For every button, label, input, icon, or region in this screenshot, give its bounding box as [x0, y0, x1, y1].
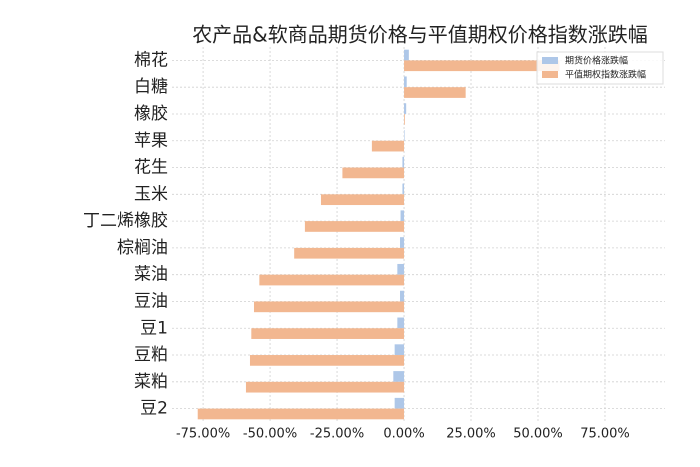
x-tick-label: -75.00% — [176, 427, 230, 442]
bar — [320, 194, 405, 206]
bar — [404, 130, 405, 141]
bar — [400, 237, 405, 248]
bar — [393, 371, 405, 382]
y-tick-label: 白糖 — [134, 77, 168, 97]
y-tick-label: 菜粕 — [134, 372, 168, 392]
bar — [404, 76, 407, 88]
y-tick-label: 玉米 — [134, 184, 168, 204]
bar — [402, 156, 405, 168]
y-tick-label: 花生 — [134, 158, 168, 178]
bar — [342, 167, 405, 179]
legend-label: 期货价格涨跌幅 — [565, 55, 628, 67]
bar — [404, 113, 405, 125]
bar — [404, 49, 409, 61]
bar — [253, 301, 405, 313]
y-tick-label: 豆油 — [134, 291, 168, 311]
x-tick-label: -25.00% — [310, 427, 364, 442]
y-tick-label: 丁二烯橡胶 — [83, 211, 168, 231]
bar — [371, 140, 405, 152]
y-tick-label: 豆1 — [140, 318, 168, 338]
y-tick-label: 苹果 — [134, 131, 168, 151]
bar — [197, 408, 405, 420]
bar — [397, 317, 405, 329]
bar — [259, 274, 405, 286]
y-tick-label: 棕榈油 — [117, 238, 168, 258]
legend-swatch — [542, 57, 558, 64]
bar — [394, 397, 405, 409]
bar — [397, 263, 405, 275]
x-tick-label: 75.00% — [580, 427, 630, 442]
bar — [400, 210, 405, 222]
bar — [394, 344, 405, 356]
x-tick-label: -50.00% — [243, 427, 297, 442]
y-tick-label: 豆粕 — [134, 345, 168, 365]
x-tick-label: 50.00% — [513, 427, 563, 442]
y-tick-label: 橡胶 — [134, 104, 168, 124]
bar — [400, 290, 405, 302]
bar — [304, 221, 405, 232]
bar — [402, 183, 405, 195]
bar — [245, 381, 405, 393]
bar — [404, 87, 466, 98]
y-tick-label: 豆2 — [140, 399, 168, 419]
x-tick-label: 25.00% — [446, 427, 496, 442]
y-tick-label: 菜油 — [134, 265, 168, 285]
x-tick-label: 0.00% — [383, 427, 424, 442]
y-tick-label: 棉花 — [134, 50, 168, 70]
legend-label: 平值期权指数涨跌幅 — [565, 69, 646, 81]
bar — [249, 355, 405, 366]
chart-title: 农产品&软商品期货价格与平值期权价格指数涨跌幅 — [192, 23, 648, 47]
bar — [404, 103, 407, 114]
bar — [251, 328, 405, 339]
bar — [404, 60, 560, 72]
legend-swatch — [542, 71, 558, 78]
bar — [294, 247, 405, 259]
